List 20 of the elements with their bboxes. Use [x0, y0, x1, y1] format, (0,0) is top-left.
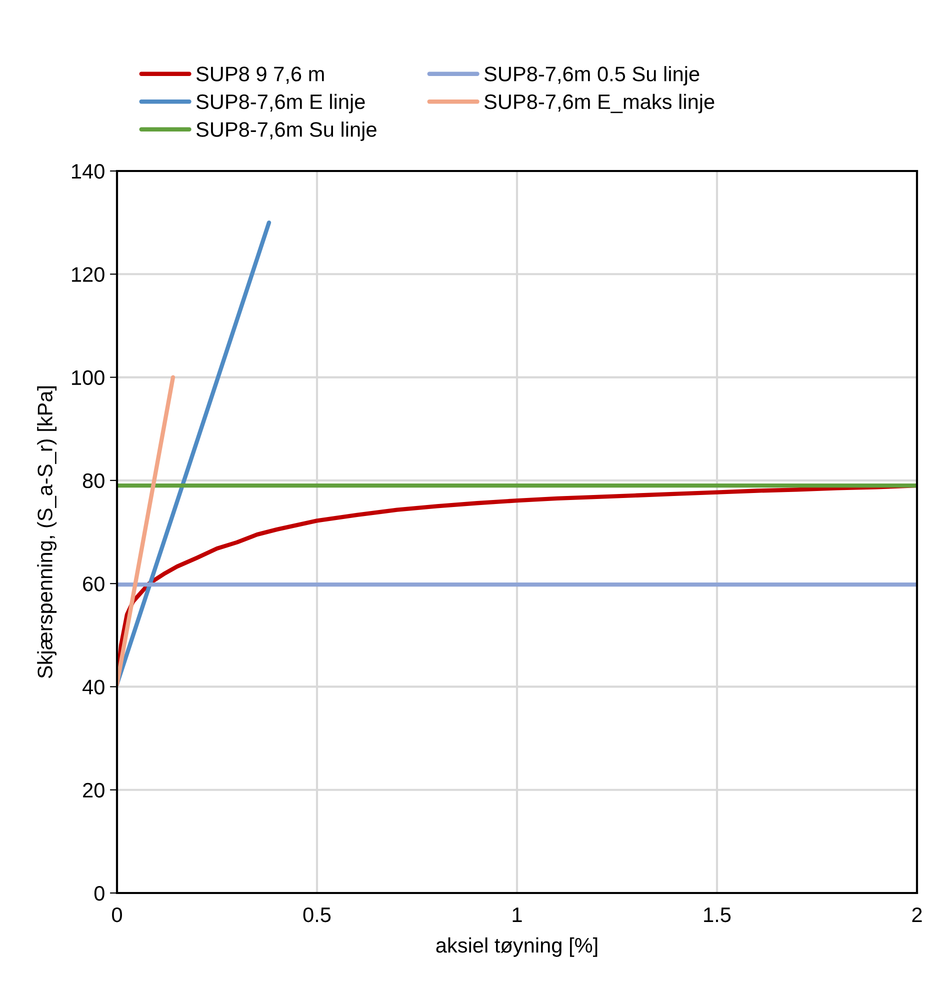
y-tick-label: 0 [94, 886, 104, 901]
x-tick-label: 1.5 [704, 908, 731, 922]
x-tick-label: 2 [912, 907, 922, 922]
y-tick-label: 60 [83, 576, 104, 592]
y-tick-label: 140 [72, 164, 104, 179]
y-tick-label: 120 [72, 267, 104, 282]
legend-label: SUP8-7,6m E_maks linje [484, 94, 714, 114]
x-tick-label: 1 [512, 908, 522, 922]
y-axis-title: Skjærspenning, (S_a-S_r) [kPa] [37, 386, 57, 678]
legend-label: SUP8-7,6m Su linje [196, 122, 376, 142]
legend-label: SUP8 9 7,6 m [196, 66, 324, 84]
y-tick-label: 100 [72, 370, 104, 386]
x-tick-label: 0.5 [303, 907, 331, 922]
legend-label: SUP8-7,6m 0.5 Su linje [484, 66, 700, 86]
legend-label: SUP8-7,6m E linje [196, 94, 365, 114]
y-tick-label: 80 [82, 473, 104, 488]
y-tick-label: 20 [83, 782, 104, 798]
x-axis-title: aksiel tøyning [%] [436, 937, 598, 957]
x-tick-label: 0 [112, 907, 122, 922]
y-tick-label: 40 [82, 680, 104, 694]
